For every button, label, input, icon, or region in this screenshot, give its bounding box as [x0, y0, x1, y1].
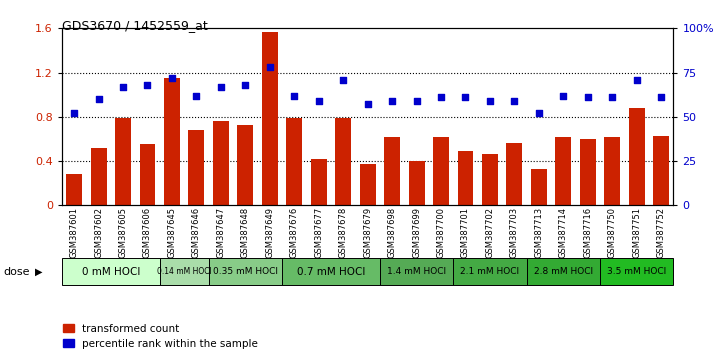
Bar — [140, 144, 156, 205]
Bar — [507, 143, 523, 205]
Point — [264, 64, 276, 70]
Bar — [115, 118, 131, 205]
Point — [288, 93, 300, 98]
Bar — [213, 121, 229, 205]
Point — [509, 98, 521, 104]
Point — [191, 93, 202, 98]
Bar — [653, 136, 669, 205]
Point — [484, 98, 496, 104]
Legend: transformed count, percentile rank within the sample: transformed count, percentile rank withi… — [63, 324, 258, 349]
Bar — [604, 137, 620, 205]
Point — [117, 84, 129, 90]
Point — [655, 95, 667, 100]
Point — [142, 82, 154, 88]
Point — [68, 110, 80, 116]
Bar — [555, 137, 571, 205]
Text: 0.14 mM HOCl: 0.14 mM HOCl — [157, 267, 212, 276]
Point — [215, 84, 226, 90]
Bar — [531, 169, 547, 205]
Bar — [189, 130, 205, 205]
Point — [337, 77, 349, 82]
Text: 3.5 mM HOCl: 3.5 mM HOCl — [607, 267, 666, 276]
Bar — [286, 118, 302, 205]
Point — [362, 102, 373, 107]
Point — [240, 82, 251, 88]
Bar — [311, 159, 327, 205]
Point — [558, 93, 569, 98]
Bar — [360, 164, 376, 205]
Bar — [579, 139, 596, 205]
Point — [582, 95, 593, 100]
Point — [631, 77, 643, 82]
Text: 0 mM HOCl: 0 mM HOCl — [82, 267, 140, 277]
Bar — [335, 118, 351, 205]
Bar — [66, 175, 82, 205]
Text: 1.4 mM HOCl: 1.4 mM HOCl — [387, 267, 446, 276]
Point — [313, 98, 325, 104]
Point — [459, 95, 471, 100]
Text: ▶: ▶ — [35, 267, 42, 277]
Bar — [90, 148, 106, 205]
Bar — [164, 78, 180, 205]
Text: dose: dose — [4, 267, 30, 277]
Text: 2.8 mM HOCl: 2.8 mM HOCl — [534, 267, 593, 276]
Bar — [384, 137, 400, 205]
Bar — [433, 137, 449, 205]
Point — [533, 110, 545, 116]
Bar — [629, 108, 645, 205]
Text: 0.35 mM HOCl: 0.35 mM HOCl — [213, 267, 278, 276]
Bar — [457, 151, 473, 205]
Bar — [262, 32, 278, 205]
Bar — [237, 125, 253, 205]
Bar — [408, 161, 424, 205]
Text: 0.7 mM HOCl: 0.7 mM HOCl — [297, 267, 365, 277]
Bar — [482, 154, 498, 205]
Point — [387, 98, 398, 104]
Point — [411, 98, 422, 104]
Point — [166, 75, 178, 81]
Text: GDS3670 / 1452559_at: GDS3670 / 1452559_at — [62, 19, 207, 33]
Text: 2.1 mM HOCl: 2.1 mM HOCl — [460, 267, 520, 276]
Point — [92, 96, 104, 102]
Point — [606, 95, 618, 100]
Point — [435, 95, 447, 100]
